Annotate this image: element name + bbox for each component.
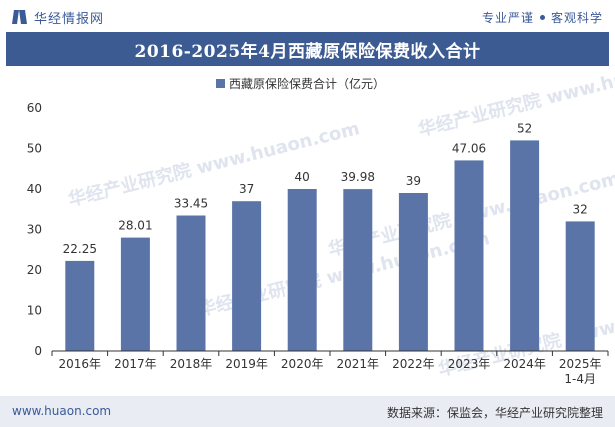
watermark-2: 华经产业研究院 www.huaon.com xyxy=(416,66,615,141)
data-label-0: 22.25 xyxy=(63,242,97,256)
x-tick-label-8: 2024年 xyxy=(503,357,546,371)
data-label-2: 33.45 xyxy=(174,197,208,211)
x-axis: 2016年 2017年 2018年 2019年 2020年 2021年 2022年 2023年… xyxy=(51,350,609,386)
chart-title: 2016-2025年4月西藏原保险保费收入合计 xyxy=(134,41,481,62)
x-tick-label-6: 2022年 xyxy=(392,357,435,371)
bar-chart: 华经产业研究院 www.huaon.com 华经产业研究院 www.huaon.c… xyxy=(27,66,615,386)
x-tick-label-1: 2017年 xyxy=(114,357,157,371)
logo[interactable]: 华经情报网 xyxy=(12,8,105,27)
logo-text: 华经情报网 xyxy=(34,11,105,27)
logo-icon xyxy=(12,9,28,25)
data-label-6: 39 xyxy=(406,174,421,188)
data-label-3: 37 xyxy=(239,182,254,196)
watermark-0: 华经产业研究院 www.huaon.com xyxy=(66,117,362,211)
bar-3 xyxy=(232,201,262,351)
bar-9 xyxy=(565,221,595,351)
footer-site-link[interactable]: www.huaon.com xyxy=(12,404,112,418)
y-tick-label-1: 10 xyxy=(27,304,42,318)
title-bar: 2016-2025年4月西藏原保险保费收入合计 xyxy=(6,32,609,66)
slogan-left: 专业严谨 xyxy=(481,11,534,25)
bar-5 xyxy=(343,189,373,351)
x-tick-label-2: 2018年 xyxy=(170,357,213,371)
data-label-9: 32 xyxy=(573,202,588,216)
y-tick-label-4: 40 xyxy=(27,182,42,196)
bar-6 xyxy=(398,193,428,351)
slogan-right: 客观科学 xyxy=(550,11,603,25)
bars: 22.25 28.01 33.45 37 40 39.98 39 47.06 52 32 xyxy=(63,121,595,351)
y-tick-label-3: 30 xyxy=(27,223,42,237)
x-tick-label-4: 2020年 xyxy=(281,357,324,371)
y-tick-label-2: 20 xyxy=(27,263,42,277)
footer: www.huaon.com 数据来源：保监会，华经产业研究院整理 xyxy=(0,396,615,427)
data-label-7: 47.06 xyxy=(452,141,486,155)
legend: 西藏原保险保费合计（亿元） xyxy=(216,76,385,91)
y-tick-label-0: 0 xyxy=(34,344,42,358)
legend-label: 西藏原保险保费合计（亿元） xyxy=(229,76,385,91)
footer-source: 数据来源：保监会，华经产业研究院整理 xyxy=(386,406,603,420)
y-tick-label-6: 60 xyxy=(27,101,42,115)
x-tick-label-0: 2016年 xyxy=(59,357,102,371)
data-label-4: 40 xyxy=(295,170,310,184)
x-tick-label-7: 2023年 xyxy=(448,357,491,371)
slogan: 专业严谨 客观科学 xyxy=(482,9,603,26)
data-label-8: 52 xyxy=(517,121,532,135)
legend-swatch xyxy=(216,79,225,88)
top-bar: 华经情报网 专业严谨 客观科学 xyxy=(0,0,615,32)
y-tick-label-5: 50 xyxy=(27,142,42,156)
bar-1 xyxy=(120,237,150,351)
x-tick-label-5: 2021年 xyxy=(337,357,380,371)
data-label-5: 39.98 xyxy=(341,170,375,184)
bar-7 xyxy=(454,160,484,351)
x-tick-label-9: 2025年 1-4月 xyxy=(559,357,602,386)
y-axis: 0 10 20 30 40 50 60 xyxy=(27,101,42,358)
bar-8 xyxy=(510,140,540,351)
data-label-1: 28.01 xyxy=(118,219,152,233)
bar-0 xyxy=(65,260,95,351)
bar-4 xyxy=(287,189,317,351)
bar-2 xyxy=(176,215,206,351)
x-tick-label-3: 2019年 xyxy=(225,357,268,371)
slogan-dot-icon xyxy=(539,15,545,20)
